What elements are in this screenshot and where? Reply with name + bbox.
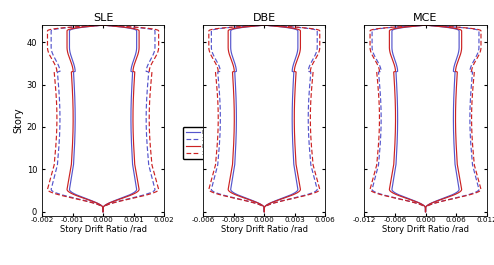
Title: DBE: DBE [253,13,276,23]
X-axis label: Story Drift Ratio /rad: Story Drift Ratio /rad [60,225,147,234]
X-axis label: Story Drift Ratio /rad: Story Drift Ratio /rad [221,225,308,234]
Y-axis label: Story: Story [14,108,24,133]
Title: SLE: SLE [93,13,113,23]
Legend: Building 2A Mean, 2A Mean + StDev, Building 2N Mean, 2N Mean + StDev: Building 2A Mean, 2A Mean + StDev, Build… [183,127,261,160]
Title: MCE: MCE [413,13,438,23]
X-axis label: Story Drift Ratio /rad: Story Drift Ratio /rad [382,225,469,234]
